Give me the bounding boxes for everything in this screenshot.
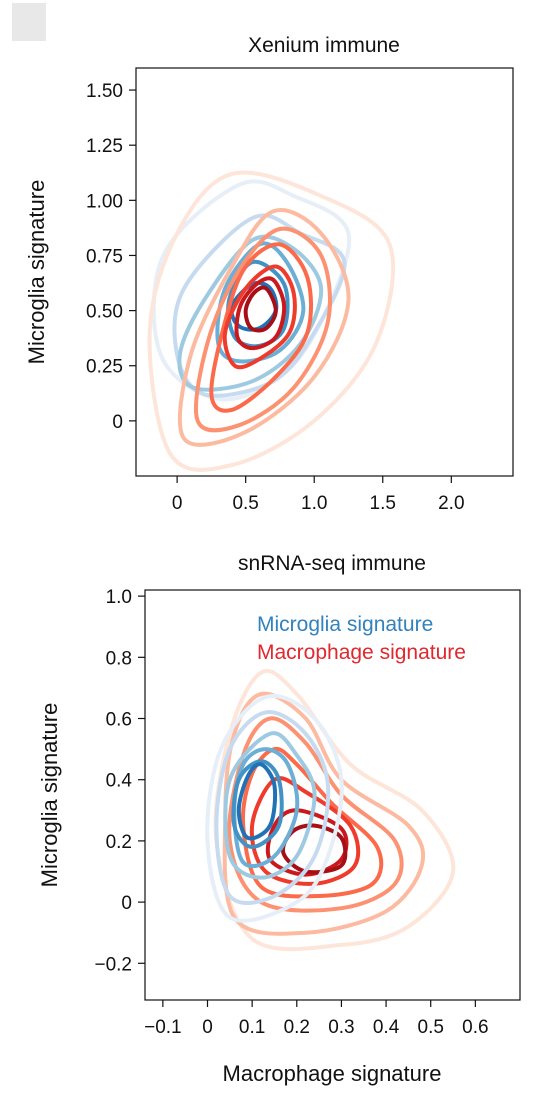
x-tick-label: 0.4 <box>373 1017 400 1038</box>
y-tick-label: 0.8 <box>106 648 132 669</box>
x-tick-label: −0.1 <box>144 1017 182 1038</box>
x-axis: −0.1 0 0.1 0.2 0.3 0.4 0.5 0.6 <box>144 1000 489 1038</box>
legend-entry-macrophage: Macrophage signature <box>257 641 466 664</box>
x-tick-label: 0.1 <box>239 1017 265 1038</box>
y-tick-label: 0.6 <box>106 710 132 731</box>
x-tick-label: 0.2 <box>284 1017 310 1038</box>
y-tick-label: 0.2 <box>106 832 132 853</box>
contour-layer <box>205 668 456 952</box>
contour-red-level-3 <box>209 242 314 413</box>
contour-red-level-4 <box>222 264 297 370</box>
contour-red-level-2 <box>193 226 332 433</box>
y-axis-title: Microglia signature <box>24 180 49 365</box>
panel-snrnaseq-immune: snRNA-seq immune −0.1 0 0.1 0.2 0.3 0.4 0.5 0.6… <box>37 552 521 1086</box>
contour-red-level-6 <box>243 285 278 333</box>
contour-blue-level-0 <box>205 693 344 923</box>
x-tick-label: 0.6 <box>462 1017 488 1038</box>
contour-red-level-5 <box>265 808 349 877</box>
y-tick-label: 1.50 <box>86 81 123 102</box>
contour-layer <box>147 170 396 472</box>
y-tick-label: 0 <box>121 893 132 914</box>
y-tick-label: 0 <box>112 412 123 433</box>
y-tick-label: 0.75 <box>86 246 123 267</box>
y-axis: 0 0.25 0.50 0.75 1.00 1.25 1.50 <box>86 81 136 433</box>
panel-title: snRNA-seq immune <box>238 552 426 575</box>
legend-entry-microglia: Microglia signature <box>257 613 433 636</box>
panel-label-box <box>12 3 46 41</box>
contour-blue-level-2 <box>223 731 317 880</box>
plot-frame <box>144 589 521 1001</box>
y-tick-label: 0.50 <box>86 302 123 323</box>
y-axis-title: Microglia signature <box>37 703 62 888</box>
y-tick-label: 1.00 <box>86 191 123 212</box>
y-axis: −0.2 0 0.2 0.4 0.6 0.8 1.0 <box>94 587 145 975</box>
x-tick-label: 2.0 <box>438 493 464 514</box>
panel-title: Xenium immune <box>248 34 400 57</box>
contour-red-level-4 <box>249 776 361 886</box>
legend: Microglia signature Macrophage signature <box>257 613 466 664</box>
x-tick-label: 0.5 <box>418 1017 444 1038</box>
contour-blue-level-2 <box>177 234 324 392</box>
x-tick-label: 0.3 <box>328 1017 354 1038</box>
x-tick-label: 1.5 <box>370 493 396 514</box>
contour-blue-level-5 <box>236 762 278 841</box>
contour-red-level-1 <box>177 208 351 447</box>
x-tick-label: 0.5 <box>232 493 258 514</box>
x-axis: 0 0.5 1.0 1.5 2.0 <box>172 476 465 514</box>
x-tick-label: 0 <box>172 493 183 514</box>
contour-red-level-0 <box>147 170 396 472</box>
contour-red-level-5 <box>234 276 287 351</box>
y-tick-label: 1.25 <box>86 136 123 157</box>
y-tick-label: 0.25 <box>86 357 123 378</box>
y-tick-label: 1.0 <box>106 587 132 608</box>
panel-xenium-immune: Xenium immune 0 0.5 1.0 1.5 2.0 0 0.25 0.50 0.7… <box>24 34 514 514</box>
x-tick-label: 1.0 <box>301 493 327 514</box>
contour-blue-level-3 <box>232 747 300 869</box>
x-axis-title: Macrophage signature <box>223 1061 442 1086</box>
contour-blue-level-1 <box>214 710 331 905</box>
contour-blue-level-5 <box>229 280 279 332</box>
x-tick-label: 0 <box>202 1017 213 1038</box>
y-tick-label: 0.4 <box>106 771 133 792</box>
contour-blue-level-4 <box>231 759 284 849</box>
plot-frame <box>135 67 514 477</box>
y-tick-label: −0.2 <box>94 954 132 975</box>
